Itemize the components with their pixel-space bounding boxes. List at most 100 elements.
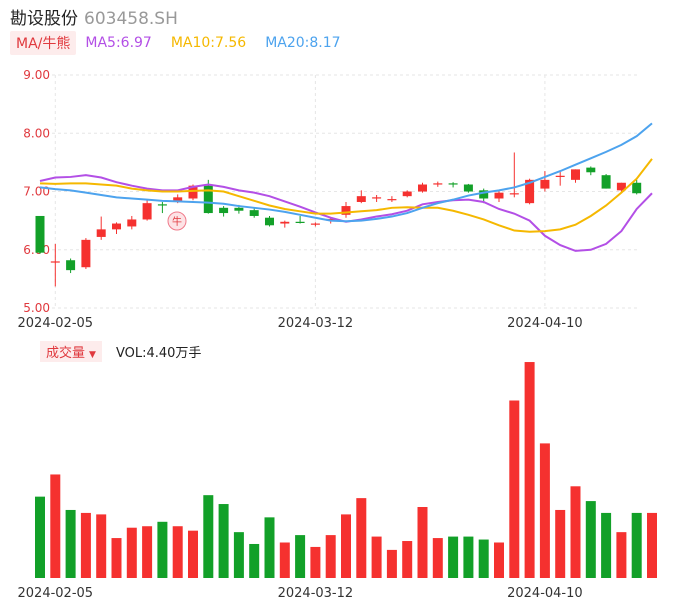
- price-x-axis: 2024-02-05 2024-03-12 2024-04-10: [18, 316, 583, 331]
- volume-bar: [585, 501, 596, 578]
- candle-body: [127, 219, 137, 227]
- candle-body: [249, 210, 259, 216]
- volume-bar: [555, 509, 566, 578]
- volume-bar: [341, 514, 351, 578]
- volume-bar: [402, 541, 413, 578]
- volume-bar: [539, 443, 550, 578]
- ma-selector-tag[interactable]: MA/牛熊: [10, 31, 77, 55]
- candle-body: [341, 206, 351, 215]
- candle-body: [525, 179, 535, 204]
- candle-body: [265, 217, 274, 226]
- candle-body: [632, 182, 642, 194]
- candle-body: [356, 196, 366, 202]
- candlestick-series: [35, 152, 642, 287]
- volume-bar: [233, 532, 244, 578]
- candle-body: [601, 175, 611, 189]
- price-y-axis: 9.008.007.006.005.00: [23, 68, 50, 315]
- price-ytick-label: 9.00: [23, 68, 50, 82]
- volume-bar: [570, 486, 581, 578]
- volume-bar: [647, 512, 657, 578]
- volume-bar: [218, 504, 229, 578]
- volume-bar: [417, 507, 428, 578]
- candle-body: [66, 260, 76, 271]
- volume-xtick-label: 2024-03-12: [278, 586, 354, 601]
- volume-selector-tag[interactable]: 成交量 ▼: [40, 340, 102, 362]
- candle-body: [555, 175, 565, 177]
- volume-bar: [249, 543, 260, 578]
- ma-lines: [39, 122, 653, 252]
- candle-body: [295, 221, 305, 223]
- price-xtick-label: 2024-04-10: [507, 316, 583, 331]
- volume-bar: [188, 530, 198, 578]
- volume-tag-label: 成交量: [46, 345, 86, 361]
- volume-bar: [126, 527, 137, 578]
- volume-bar: [264, 517, 275, 578]
- candle-body: [188, 185, 198, 199]
- candle-body: [586, 167, 596, 173]
- candle-body: [479, 190, 489, 199]
- volume-bar: [494, 542, 504, 578]
- volume-bar: [96, 514, 107, 578]
- volume-bar: [509, 400, 520, 578]
- svg-text:牛: 牛: [172, 215, 182, 228]
- candle-body: [433, 183, 443, 185]
- volume-bar: [356, 498, 367, 578]
- volume-bar: [371, 536, 382, 578]
- candle-body: [112, 223, 121, 230]
- volume-bar: [203, 495, 214, 578]
- volume-bar: [279, 542, 290, 578]
- volume-bar: [616, 532, 627, 578]
- candle-body: [540, 179, 550, 189]
- candle-body: [571, 169, 580, 180]
- price-ytick-label: 5.00: [23, 301, 50, 315]
- ma10-legend-item: MA10:7.56: [170, 35, 247, 51]
- candle-body: [463, 184, 473, 192]
- volume-bar: [142, 526, 153, 578]
- ma5-legend-item: MA5:6.97: [85, 35, 152, 51]
- ma-legend: MA/牛熊 MA5:6.97 MA10:7.56 MA20:8.17: [10, 31, 360, 55]
- ma10-line: [39, 158, 653, 233]
- volume-bar: [111, 538, 122, 578]
- candle-body: [616, 182, 626, 191]
- volume-bar: [172, 526, 183, 578]
- bull-marker-icon[interactable]: 牛: [167, 211, 187, 231]
- volume-bars: [35, 362, 657, 578]
- volume-bar: [35, 496, 45, 578]
- price-xtick-label: 2024-03-12: [278, 316, 354, 331]
- price-ytick-label: 7.00: [23, 185, 50, 199]
- volume-bar: [463, 536, 474, 578]
- volume-bar: [50, 474, 61, 578]
- caret-down-icon: ▼: [89, 349, 96, 360]
- candle-body: [494, 192, 504, 199]
- candle-body: [142, 203, 152, 220]
- stock-header: 勘设股份 603458.SH: [10, 4, 178, 29]
- volume-x-axis: 2024-02-05 2024-03-12 2024-04-10: [18, 586, 583, 601]
- volume-bar: [310, 546, 321, 578]
- volume-legend: 成交量 ▼ VOL:4.40万手: [40, 340, 202, 362]
- candle-body: [35, 215, 45, 253]
- volume-bar: [601, 512, 612, 578]
- volume-bar: [386, 549, 397, 578]
- candle-body: [203, 185, 213, 214]
- ma20-line: [39, 122, 653, 223]
- candle-body: [234, 207, 244, 211]
- volume-bar: [65, 509, 76, 578]
- candle-body: [157, 204, 167, 206]
- volume-xtick-label: 2024-04-10: [507, 586, 583, 601]
- ma20-legend-item: MA20:8.17: [265, 35, 341, 51]
- candle-body: [387, 199, 397, 201]
- volume-value: VOL:4.40万手: [115, 345, 202, 361]
- price-xtick-label: 2024-02-05: [18, 316, 94, 331]
- candle-body: [372, 197, 382, 199]
- candle-body: [173, 197, 183, 202]
- candle-body: [310, 223, 320, 225]
- price-ytick-label: 8.00: [23, 126, 50, 140]
- volume-bar: [631, 512, 642, 578]
- candle-body: [448, 183, 458, 185]
- volume-bar: [524, 362, 535, 578]
- volume-bar: [478, 539, 489, 578]
- candle-body: [219, 207, 229, 214]
- candle-body: [418, 184, 427, 192]
- volume-bar: [157, 521, 168, 578]
